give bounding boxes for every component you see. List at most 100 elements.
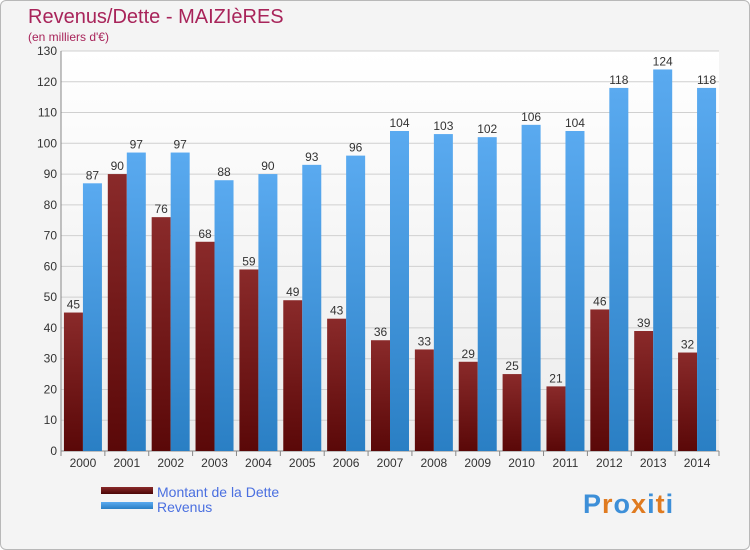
data-label-revenus: 97 <box>173 138 187 152</box>
data-label-dette: 90 <box>111 159 125 173</box>
y-tick-label: 90 <box>44 167 58 181</box>
bar-dette <box>634 331 654 451</box>
x-tick-label: 2009 <box>464 456 491 470</box>
x-tick-label: 2006 <box>333 456 360 470</box>
x-tick-label: 2000 <box>70 456 97 470</box>
bar-dette <box>107 174 127 452</box>
bar-revenus <box>258 174 278 452</box>
brand-logo-letter: o <box>613 489 632 519</box>
data-label-dette: 21 <box>549 371 563 385</box>
bar-revenus <box>697 87 717 451</box>
legend-label-dette: Montant de la Dette <box>157 484 280 500</box>
x-tick-label: 2014 <box>684 456 711 470</box>
chart-title: Revenus/Dette - MAIZIèRES <box>28 6 284 28</box>
x-tick-label: 2004 <box>245 456 272 470</box>
data-label-revenus: 102 <box>477 122 497 136</box>
data-label-revenus: 90 <box>261 159 275 173</box>
brand-logo-letter: t <box>655 489 666 519</box>
brand-logo-letter: i <box>665 489 675 519</box>
y-tick-label: 50 <box>44 290 58 304</box>
data-label-dette: 25 <box>505 359 519 373</box>
bar-revenus <box>126 152 146 452</box>
bar-dette <box>371 340 390 451</box>
x-tick-label: 2010 <box>508 456 535 470</box>
y-tick-label: 0 <box>50 444 57 458</box>
brand-logo-letter: x <box>631 489 648 519</box>
data-label-dette: 29 <box>462 347 476 361</box>
bar-dette <box>678 352 698 451</box>
y-tick-label: 30 <box>44 352 58 366</box>
y-tick-label: 110 <box>38 106 57 120</box>
y-tick-label: 120 <box>37 75 57 89</box>
x-tick-label: 2007 <box>377 456 404 470</box>
data-label-revenus: 88 <box>217 165 231 179</box>
bar-revenus <box>302 164 322 451</box>
bar-revenus <box>390 131 409 451</box>
bar-dette <box>239 269 259 451</box>
bar-dette <box>63 312 83 451</box>
data-label-dette: 76 <box>154 202 168 216</box>
data-label-dette: 49 <box>286 285 300 299</box>
bar-dette <box>327 318 347 451</box>
bar-revenus <box>346 155 366 451</box>
data-label-revenus: 87 <box>86 168 100 182</box>
data-label-revenus: 93 <box>305 150 319 164</box>
data-label-revenus: 103 <box>433 119 453 133</box>
data-label-revenus: 124 <box>653 54 673 68</box>
bar-dette <box>414 349 434 451</box>
bar-revenus <box>170 152 190 452</box>
x-tick-label: 2012 <box>596 456 623 470</box>
bar-revenus <box>433 134 453 452</box>
data-label-dette: 32 <box>681 338 695 352</box>
data-label-revenus: 104 <box>565 116 585 130</box>
data-label-revenus: 96 <box>349 141 363 155</box>
x-tick-label: 2003 <box>201 456 228 470</box>
data-label-revenus: 118 <box>609 73 628 87</box>
brand-logo-letter: i <box>647 489 656 519</box>
bar-revenus <box>653 69 673 451</box>
data-label-dette: 36 <box>374 325 388 339</box>
y-tick-label: 20 <box>44 382 58 396</box>
data-label-revenus: 106 <box>521 110 541 124</box>
y-tick-label: 60 <box>44 259 58 273</box>
brand-logo: Proxiti <box>583 489 674 520</box>
bar-dette <box>283 300 303 451</box>
data-label-dette: 46 <box>593 294 607 308</box>
x-tick-label: 2011 <box>553 456 579 470</box>
bar-revenus <box>609 87 629 451</box>
x-tick-label: 2008 <box>421 456 448 470</box>
chart-subtitle: (en milliers d'€) <box>28 30 109 44</box>
x-tick-label: 2013 <box>640 456 667 470</box>
bar-dette <box>590 309 610 451</box>
data-label-dette: 59 <box>242 254 256 268</box>
x-tick-label: 2001 <box>113 456 140 470</box>
legend-swatch-revenus <box>101 502 153 509</box>
bar-revenus <box>521 124 541 451</box>
data-label-dette: 45 <box>67 298 81 312</box>
brand-logo-letter: r <box>602 489 614 519</box>
y-tick-label: 100 <box>37 136 57 150</box>
bar-revenus <box>565 131 585 451</box>
data-label-revenus: 104 <box>389 116 409 130</box>
bar-dette <box>458 361 478 451</box>
legend-swatch-dette <box>101 487 153 494</box>
data-label-dette: 68 <box>198 227 212 241</box>
data-label-revenus: 97 <box>130 138 144 152</box>
data-label-dette: 39 <box>637 316 651 330</box>
data-label-dette: 43 <box>330 304 344 318</box>
bar-dette <box>195 241 215 451</box>
x-tick-label: 2002 <box>157 456 184 470</box>
bar-dette <box>151 217 171 451</box>
bar-dette <box>546 386 566 451</box>
y-tick-label: 70 <box>44 229 58 243</box>
y-tick-label: 10 <box>44 413 58 427</box>
y-tick-label: 130 <box>37 44 57 58</box>
data-label-dette: 33 <box>418 334 432 348</box>
bar-dette <box>502 374 522 451</box>
y-tick-label: 40 <box>44 321 58 335</box>
data-label-revenus: 118 <box>697 73 716 87</box>
bar-revenus <box>82 183 102 452</box>
legend-label-revenus: Revenus <box>157 499 213 515</box>
